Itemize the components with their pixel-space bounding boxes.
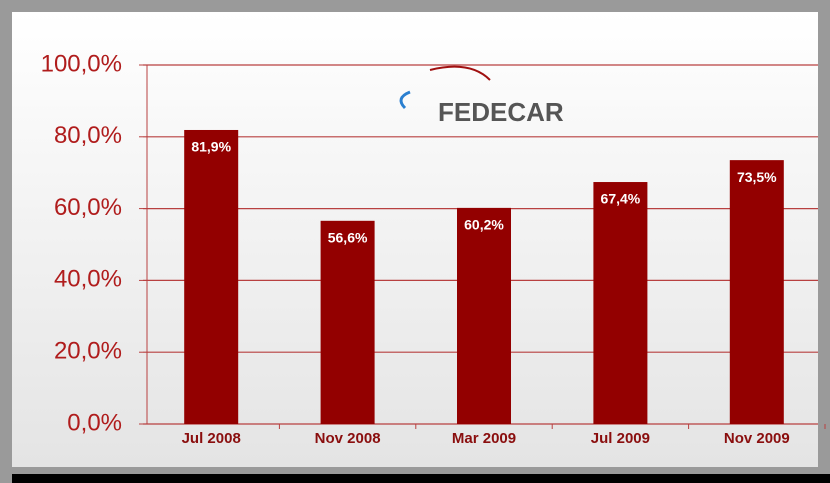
y-tick-label: 60,0%: [54, 194, 122, 221]
x-tick-label: Jul 2008: [182, 430, 241, 447]
background: [12, 12, 818, 467]
bottom-strip: [12, 474, 830, 483]
value-label: 60,2%: [464, 217, 504, 233]
y-tick-label: 100,0%: [41, 50, 122, 77]
value-label: 67,4%: [601, 191, 641, 207]
x-tick-label: Nov 2008: [315, 430, 381, 447]
logo-arc: [429, 65, 491, 81]
logo-text: FEDECAR: [438, 97, 564, 127]
value-label: 81,9%: [191, 139, 231, 155]
bar: [729, 160, 784, 424]
value-label: 56,6%: [328, 230, 368, 246]
bar: [184, 129, 239, 424]
logo-swoosh: [399, 90, 411, 110]
x-tick-label: Jul 2009: [591, 430, 650, 447]
y-tick-label: 0,0%: [67, 409, 122, 436]
x-tick-label: Mar 2009: [452, 430, 516, 447]
y-tick-label: 20,0%: [54, 338, 122, 365]
bar: [457, 207, 511, 424]
bar: [593, 182, 648, 424]
y-tick-label: 40,0%: [54, 266, 122, 293]
bar: [320, 220, 375, 424]
value-label: 73,5%: [737, 169, 777, 185]
x-tick-label: Nov 2009: [724, 430, 790, 447]
y-tick-label: 80,0%: [54, 122, 122, 149]
